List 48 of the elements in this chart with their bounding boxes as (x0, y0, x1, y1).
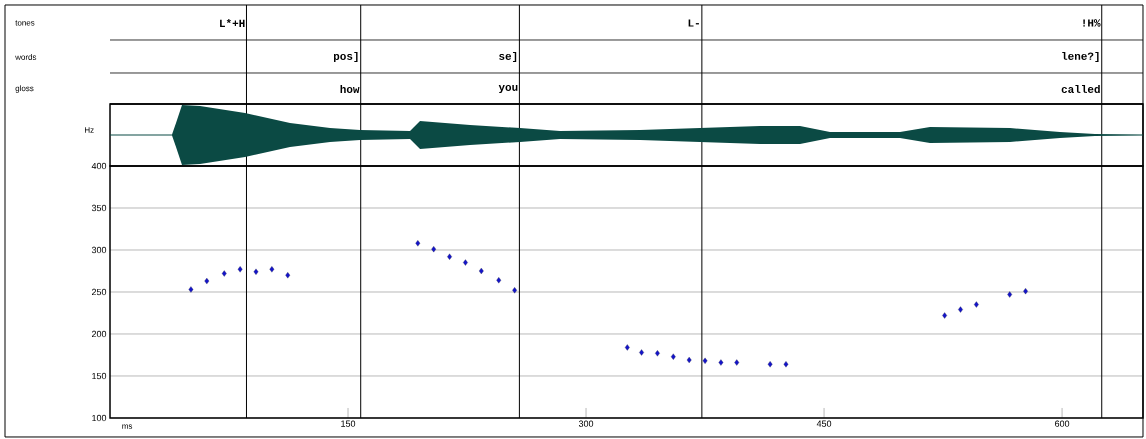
point (783, 361, 789, 368)
point (188, 286, 194, 293)
y-tick-label: 200 (91, 330, 107, 338)
annotation: L*+H (220, 19, 245, 27)
point (734, 359, 740, 366)
x-tick-label: 450 (816, 420, 832, 427)
point (767, 361, 773, 368)
point (269, 266, 275, 273)
annotation: se] (499, 51, 517, 63)
point (204, 277, 210, 285)
point (447, 253, 452, 260)
point (655, 350, 660, 357)
annotation: called (1061, 84, 1100, 94)
point (415, 240, 421, 247)
x-tick-label: 150 (341, 420, 356, 427)
x-tick-label: 600 (1055, 420, 1070, 427)
y-tick-label: 400 (91, 162, 107, 170)
y-tick-label: 300 (91, 246, 107, 254)
point (639, 349, 644, 356)
point (702, 357, 708, 365)
annotation: L- (688, 19, 699, 27)
point (718, 359, 724, 366)
annotation: !H% (1083, 19, 1101, 27)
point (285, 272, 291, 279)
x-tick-label: 300 (578, 420, 594, 427)
annotation: you (498, 84, 518, 94)
point (237, 266, 243, 273)
point (431, 246, 437, 253)
point (1007, 291, 1013, 298)
y-tick-label: 150 (92, 372, 107, 380)
point (463, 259, 468, 266)
annotation: how (340, 84, 360, 94)
point (686, 356, 692, 364)
point (512, 287, 518, 294)
point (958, 306, 963, 313)
y-tick-label: 250 (91, 288, 107, 296)
point (670, 353, 676, 360)
point (253, 268, 259, 275)
annotation: pos] (333, 51, 358, 63)
point (942, 312, 948, 319)
y-tick-label: 350 (91, 204, 107, 212)
point (624, 344, 630, 351)
y-tick-label: 100 (92, 414, 107, 422)
point (478, 267, 484, 275)
point (496, 277, 502, 284)
annotation: lene?] (1062, 51, 1099, 63)
point (973, 301, 979, 308)
point (221, 270, 227, 277)
